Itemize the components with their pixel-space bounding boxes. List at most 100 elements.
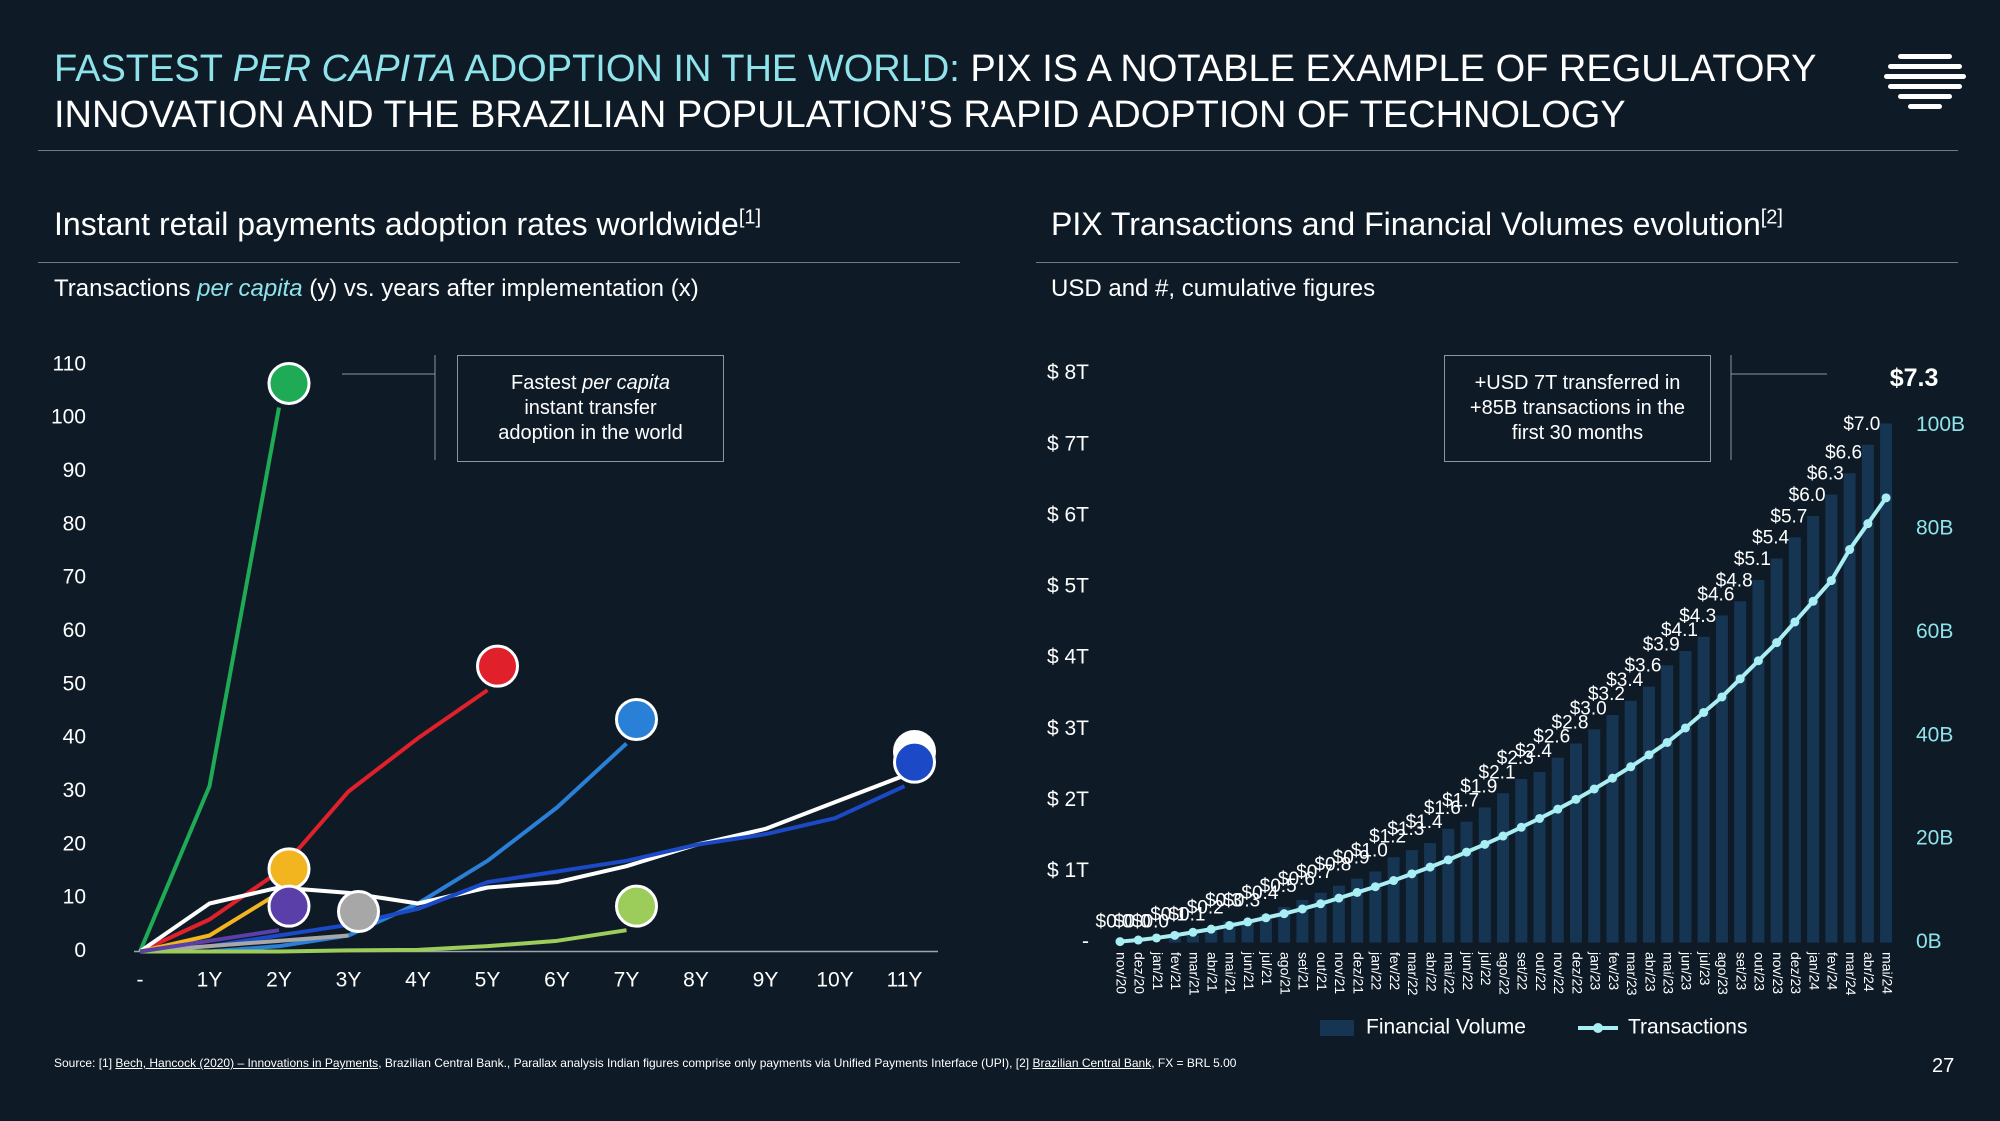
annotation-line: Fastest per capita: [458, 371, 723, 396]
annotation: Fastest per capita instant transfer adopt…: [457, 355, 724, 462]
bar: [1697, 636, 1710, 943]
y-tick-label: $ 2T: [1047, 788, 1089, 811]
x-tick-label: jan/22: [1369, 951, 1385, 990]
bar: [1533, 771, 1546, 943]
series-point: [1535, 813, 1545, 823]
bar: [1770, 558, 1783, 943]
series-point: [1462, 847, 1472, 857]
series-point: [1553, 804, 1563, 814]
bar: [1715, 615, 1728, 943]
value-label: $5.4: [1752, 528, 1789, 549]
series-point: [1808, 596, 1818, 606]
series-point: [1352, 887, 1362, 897]
x-tick-label: nov/22: [1551, 952, 1567, 994]
x-tick-label: set/21: [1296, 952, 1312, 990]
flag-icon: [267, 847, 311, 891]
x-tick-label: abr/24: [1861, 952, 1877, 992]
series-point: [1644, 750, 1654, 760]
title-part: PER CAPITA: [232, 48, 456, 90]
section-title: PIX Transactions and Financial Volumes e…: [1051, 206, 1783, 243]
logo: [1884, 54, 1966, 109]
series-line: [138, 407, 281, 953]
x-tick-label: fev/24: [1825, 952, 1841, 990]
value-label: $3.0: [1570, 698, 1607, 719]
bar: [1843, 473, 1856, 943]
rule: [1036, 262, 1958, 263]
value-label: $1.2: [1369, 826, 1406, 847]
value-label: $0.0: [1114, 912, 1151, 933]
value-label: $1.9: [1460, 777, 1497, 798]
y-tick-label: 50: [63, 672, 86, 695]
y-tick-label: -: [1082, 930, 1089, 953]
x-tick-label: 1Y: [197, 969, 223, 992]
title-part: PIX IS A NOTABLE EXAMPLE OF REGULATORY: [959, 48, 1817, 90]
bar: [1807, 515, 1820, 943]
series-point: [1516, 822, 1526, 832]
series-point: [1206, 924, 1216, 934]
x-tick-label: ago/23: [1715, 952, 1731, 995]
y-tick-label: $ 4T: [1047, 646, 1089, 669]
bar: [1642, 686, 1655, 943]
bar: [1570, 743, 1582, 943]
series-point: [1224, 921, 1234, 931]
series-point: [1425, 862, 1435, 872]
x-tick-label: 5Y: [475, 969, 501, 992]
x-tick-label: abr/22: [1423, 952, 1439, 992]
series-point: [1717, 692, 1727, 702]
source-link[interactable]: Bech, Hancock (2020) – Innovations in Pa…: [115, 1056, 379, 1070]
value-label: $1.0: [1351, 841, 1388, 862]
series-point: [1589, 784, 1599, 794]
series-point: [1279, 909, 1289, 919]
x-tick-label: 6Y: [544, 969, 570, 992]
value-label: $2.8: [1552, 713, 1589, 734]
series-point: [1389, 876, 1399, 886]
source-text: , FX = BRL 5.00: [1151, 1056, 1237, 1070]
value-label: $6.6: [1825, 442, 1862, 463]
y-tick-label: 100: [51, 406, 86, 429]
x-tick-label: out/21: [1314, 952, 1330, 991]
bar: [1861, 444, 1874, 943]
bar: [1241, 921, 1254, 943]
series-line: [139, 784, 906, 954]
x-tick-label: 9Y: [753, 969, 779, 992]
bar: [1679, 651, 1692, 943]
value-label: $0.3: [1205, 890, 1242, 911]
value-label: $0.7: [1296, 862, 1333, 883]
x-tick-label: fev/22: [1387, 952, 1403, 990]
flag-icon: [476, 644, 519, 688]
series-line: [139, 928, 280, 954]
series-point: [1115, 937, 1125, 947]
x-tick-label: 4Y: [405, 969, 431, 992]
y-tick-label: $ 5T: [1047, 575, 1089, 598]
flag-icon: [337, 889, 380, 933]
series-point: [1680, 723, 1690, 733]
x-tick-label: fev/23: [1606, 952, 1622, 990]
annotation-text: +USD 7T transferred in: [1474, 372, 1681, 394]
value-label: $4.3: [1679, 606, 1716, 627]
series-point: [1772, 638, 1782, 648]
x-tick-label: mar/22: [1405, 952, 1421, 996]
bar: [1734, 601, 1747, 943]
x-tick-label: nov/23: [1770, 952, 1786, 994]
x-tick-label: jul/22: [1478, 951, 1494, 986]
source-link[interactable]: Brazilian Central Bank: [1032, 1056, 1152, 1070]
y2-tick-label: 60B: [1916, 620, 1953, 643]
value-label: $2.6: [1533, 727, 1570, 748]
series-point: [1480, 839, 1490, 849]
section-subtitle: Transactions per capita (y) vs. years af…: [54, 275, 699, 303]
series-point: [1261, 913, 1271, 923]
value-label: $6.3: [1807, 464, 1844, 485]
bar: [1387, 857, 1400, 943]
value-label: $0.1: [1150, 905, 1187, 926]
x-tick-label: jan/23: [1588, 951, 1604, 990]
x-tick-label: mai/22: [1442, 952, 1458, 994]
x-tick-label: 3Y: [336, 969, 362, 992]
x-tick-label: out/23: [1752, 952, 1768, 991]
series-point: [1407, 869, 1417, 879]
bar: [1624, 700, 1637, 943]
section-title: Instant retail payments adoption rates w…: [54, 206, 761, 243]
series-point: [1699, 707, 1709, 717]
bar: [1186, 935, 1199, 943]
